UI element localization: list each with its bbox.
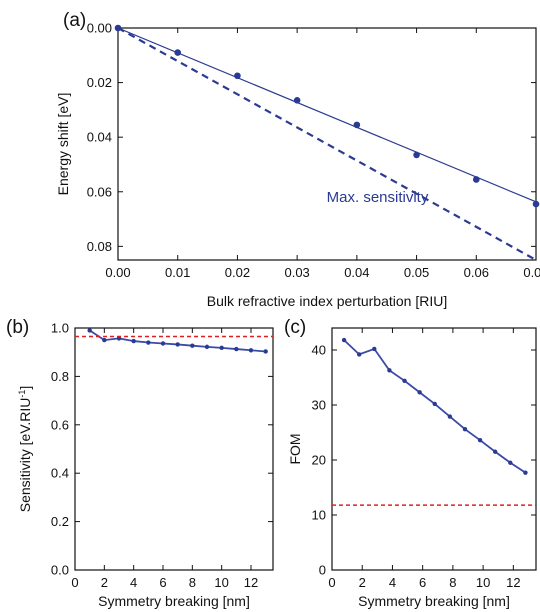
panel-b-ytick-label: 0.4 — [51, 466, 69, 481]
panel-a-ytick-label: 0.06 — [87, 184, 112, 199]
panel-c-ytick-label: 0 — [319, 563, 326, 578]
panel-c-xtick-label: 6 — [419, 575, 426, 590]
panel-b-ytick-label: 0.6 — [51, 417, 69, 432]
panel-c-xtick-label: 10 — [476, 575, 490, 590]
panel-a-frame — [117, 27, 537, 261]
panel-b-ytick-label: 0.0 — [51, 563, 69, 578]
panel-a-ytick-label: 0.02 — [87, 75, 112, 90]
panel-b-data-point — [175, 342, 180, 347]
panel-c-data-point — [432, 401, 437, 407]
panel-b-data-point — [160, 341, 166, 346]
panel-b-data-point — [234, 346, 239, 352]
panel-b-ytick-label: 0.2 — [51, 514, 69, 529]
panel-b-xtick-label: 4 — [130, 575, 137, 590]
panel-b-xtick-label: 2 — [101, 575, 108, 590]
panel-b-ytick-label: 1.0 — [51, 321, 69, 336]
panel-a-label: (a) — [63, 10, 86, 31]
panel-a-xlabel: Bulk refractive index perturbation [RIU] — [207, 293, 447, 309]
panel-b-data-point — [263, 349, 268, 354]
panel-a-xtick-label: 0.07 — [523, 265, 540, 280]
panel-b-xlabel: Symmetry breaking [nm] — [98, 593, 250, 609]
panel-c-data-point — [462, 427, 468, 432]
panel-c-data-point — [523, 470, 528, 475]
panel-c-ylabel: FOM — [287, 433, 303, 464]
panel-b-xtick-label: 0 — [71, 575, 78, 590]
panel-c-data-point — [341, 337, 347, 343]
panel-c-label: (c) — [284, 317, 306, 338]
panel-c: (c) Symmetry breaking [nm] FOM 0 2 4 6 8 10 12… — [284, 317, 537, 609]
panel-c-xtick-label: 0 — [328, 575, 335, 590]
panel-b-ylabel-sup: -1 — [17, 390, 27, 398]
panel-b-frame — [74, 327, 274, 571]
panel-a: (a) Bulk refractive index perturbation [… — [55, 10, 540, 309]
panel-a-fit-line — [117, 27, 537, 203]
panel-a-xtick-label: 0.01 — [165, 265, 190, 280]
panel-a-ytick-label: 0.08 — [87, 239, 112, 254]
panel-c-xtick-label: 4 — [389, 575, 396, 590]
panel-c-ytick-label: 20 — [312, 453, 326, 468]
panel-a-xtick-label: 0.05 — [404, 265, 429, 280]
panel-b-xtick-label: 6 — [159, 575, 166, 590]
panel-a-max-sensitivity-line — [117, 27, 537, 261]
panel-a-ytick-label: 0.04 — [87, 130, 112, 145]
panel-b-data-point — [102, 337, 107, 343]
panel-b-data-point — [248, 348, 254, 353]
panel-a-ytick-label: 0.00 — [87, 21, 112, 36]
panel-c-ytick-label: 40 — [312, 343, 326, 358]
panel-b-data-point — [190, 343, 195, 348]
panel-c-data-point — [477, 438, 483, 443]
panel-a-xtick-label: 0.00 — [105, 265, 130, 280]
panel-a-xtick-label: 0.03 — [284, 265, 309, 280]
panel-c-xtick-label: 2 — [359, 575, 366, 590]
panel-b-label: (b) — [6, 317, 29, 338]
panel-c-xlabel: Symmetry breaking [nm] — [358, 593, 510, 609]
panel-b-data-point — [204, 344, 210, 350]
panel-b-xtick-label: 12 — [244, 575, 258, 590]
panel-b-ylabel: Sensitivity [eV.RIU-1] — [17, 386, 33, 513]
panel-c-data-point — [508, 460, 513, 465]
panel-b-xtick-label: 10 — [214, 575, 228, 590]
panel-b-data-point — [131, 338, 136, 344]
panel-c-data-point — [417, 390, 422, 395]
panel-b-ylabel-end: ] — [17, 386, 33, 390]
panel-c-data-point — [447, 414, 453, 419]
panel-c-xtick-label: 12 — [506, 575, 520, 590]
panel-b-ylabel-main: Sensitivity [eV.RIU — [17, 398, 33, 513]
panel-c-xtick-label: 8 — [449, 575, 456, 590]
panel-b-data-point — [146, 340, 151, 345]
panel-c-series-line — [343, 339, 526, 474]
panel-c-ytick-label: 10 — [312, 508, 326, 523]
panel-a-xtick-label: 0.02 — [225, 265, 250, 280]
panel-b-data-point — [87, 328, 92, 333]
panel-c-data-point — [357, 352, 362, 357]
panel-c-ytick-label: 30 — [312, 398, 326, 413]
panel-c-data-point — [372, 346, 377, 352]
panel-c-data-point — [402, 378, 407, 383]
panel-b-data-point — [219, 345, 224, 351]
annotation-max-sensitivity: Max. sensitivity — [327, 189, 429, 206]
panel-a-xtick-label: 0.06 — [464, 265, 489, 280]
panel-c-frame — [331, 327, 537, 571]
panel-b-xtick-label: 8 — [189, 575, 196, 590]
panel-b-data-point — [116, 336, 122, 341]
panel-c-data-point — [493, 449, 498, 454]
panel-a-data-point — [532, 200, 540, 208]
panel-a-xtick-label: 0.04 — [344, 265, 369, 280]
panel-b-ytick-label: 0.8 — [51, 369, 69, 384]
panel-b: (b) Symmetry breaking [nm] Sensitivity [… — [6, 317, 274, 609]
panel-b-series-line — [89, 329, 266, 353]
panel-c-data-point — [387, 368, 392, 373]
panel-a-ylabel: Energy shift [eV] — [55, 93, 71, 196]
